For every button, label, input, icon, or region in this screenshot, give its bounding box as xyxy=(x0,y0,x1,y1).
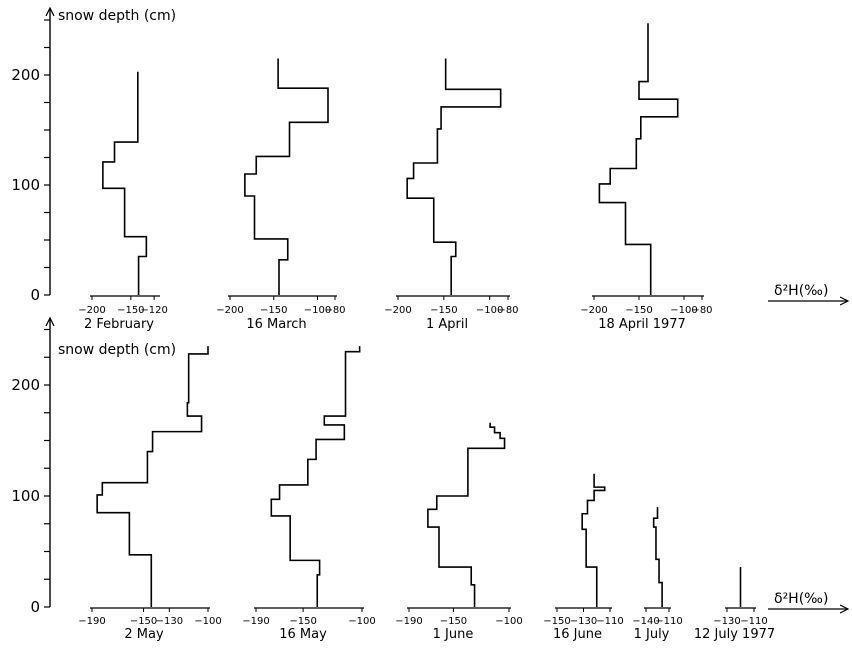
x-tick-label: −100 xyxy=(194,616,221,627)
profile-date-label: 1 April xyxy=(426,317,468,332)
x-tick-label: −150 xyxy=(440,616,467,627)
profile-date-label: 18 April 1977 xyxy=(598,317,686,332)
y-tick-label: 100 xyxy=(11,176,40,194)
x-tick-label: −100 xyxy=(670,305,697,316)
profile-1-0: −190 −150−130 −100 2 May xyxy=(78,346,222,642)
profile-0-3: −200 −150 −100−80 18 April 1977 xyxy=(580,23,713,332)
x-tick-label: −120 xyxy=(140,305,167,316)
x-tick-label: −200 xyxy=(384,305,411,316)
x-tick-label: −100 xyxy=(348,616,375,627)
profile-line xyxy=(581,473,606,607)
x-tick-label: −190 xyxy=(78,616,105,627)
profile-line xyxy=(427,422,506,607)
profile-date-label: 2 May xyxy=(124,627,164,642)
x-tick-label: −200 xyxy=(78,305,105,316)
x-tick-label: −110 xyxy=(655,616,682,627)
profile-0-1: −200 −150 −100−80 16 March xyxy=(216,58,346,332)
x-tick-label: −150 xyxy=(625,305,652,316)
x-tick-label: −110 xyxy=(740,616,767,627)
y-tick-label: 100 xyxy=(11,487,40,505)
profile-date-label: 16 May xyxy=(279,627,327,642)
profile-line xyxy=(96,346,209,607)
x-tick-label: −130 xyxy=(713,616,740,627)
bottom-y-axis-title: snow depth (cm) xyxy=(58,342,176,358)
profile-line xyxy=(652,507,663,607)
y-tick-label: 0 xyxy=(30,286,40,304)
profile-date-label: 1 July xyxy=(634,627,670,642)
x-tick-label: −190 xyxy=(395,616,422,627)
x-tick-label: −110 xyxy=(596,616,623,627)
x-tick-label: −100 xyxy=(476,305,503,316)
x-tick-label: −150 xyxy=(543,616,570,627)
x-tick-label: −100 xyxy=(495,616,522,627)
y-tick-label: 200 xyxy=(11,66,40,84)
x-tick-label: −80 xyxy=(324,305,345,316)
profile-line xyxy=(102,71,148,295)
bottom-x-axis-title: δ²H(‰) xyxy=(774,591,828,607)
y-tick-label: 0 xyxy=(30,598,40,616)
profile-date-label: 16 March xyxy=(246,317,306,332)
profile-date-label: 12 July 1977 xyxy=(694,627,775,642)
x-tick-label: −130 xyxy=(570,616,597,627)
profile-1-1: −190 −150 −100 16 May xyxy=(242,346,376,642)
x-tick-label: −140 xyxy=(632,616,659,627)
x-tick-label: −150 xyxy=(260,305,287,316)
profile-line xyxy=(244,58,329,295)
top-y-axis-title: snow depth (cm) xyxy=(58,8,176,24)
y-tick-label: 200 xyxy=(11,376,40,394)
x-tick-label: −130 xyxy=(156,616,183,627)
profile-line xyxy=(270,346,361,607)
x-tick-label: −80 xyxy=(691,305,712,316)
profile-1-2: −190 −150 −100 1 June xyxy=(395,422,523,642)
x-tick-label: −150 xyxy=(130,616,157,627)
x-tick-label: −190 xyxy=(242,616,269,627)
x-tick-label: −100 xyxy=(304,305,331,316)
x-tick-label: −150 xyxy=(430,305,457,316)
top-x-axis-title: δ²H(‰) xyxy=(774,283,828,299)
x-tick-label: −200 xyxy=(216,305,243,316)
x-tick-label: −80 xyxy=(497,305,518,316)
x-tick-label: −150 xyxy=(289,616,316,627)
profile-date-label: 1 June xyxy=(433,627,474,642)
profile-line xyxy=(598,23,679,295)
profile-0-2: −200 −150 −100−80 1 April xyxy=(384,58,519,332)
profile-date-label: 2 February xyxy=(84,317,154,332)
x-tick-label: −200 xyxy=(580,305,607,316)
x-tick-label: −150 xyxy=(117,305,144,316)
profile-date-label: 16 June xyxy=(553,627,602,642)
profile-line xyxy=(406,58,502,295)
